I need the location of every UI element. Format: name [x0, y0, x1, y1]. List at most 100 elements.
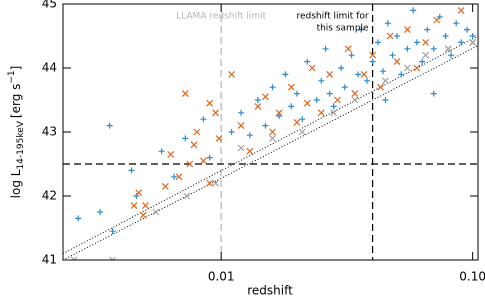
reference-label: LLAMA redshift limit	[176, 12, 266, 22]
data-point	[308, 64, 316, 72]
data-point	[430, 45, 437, 52]
y-label-sub: 14-195keV	[16, 120, 26, 169]
y-tick-label: 44	[42, 61, 57, 75]
data-point	[238, 109, 245, 116]
data-point	[330, 103, 337, 110]
data-point	[369, 58, 376, 65]
data-point	[457, 6, 465, 14]
data-point	[419, 58, 426, 65]
data-point	[193, 128, 201, 136]
data-point	[430, 90, 437, 97]
data-point	[422, 51, 430, 59]
data-point	[318, 77, 325, 84]
data-point	[254, 102, 262, 110]
data-point	[298, 128, 306, 136]
data-point	[393, 58, 401, 66]
reference-label: redshift limit for	[296, 12, 368, 22]
data-point	[351, 96, 359, 104]
flux-limit-line	[63, 35, 478, 255]
data-point	[269, 128, 276, 136]
data-point	[433, 16, 441, 24]
plot-area	[63, 4, 478, 260]
data-point	[97, 209, 104, 215]
y-label-sup: −1	[7, 70, 17, 83]
data-point	[262, 93, 269, 101]
data-point	[464, 26, 471, 33]
data-point	[313, 97, 320, 103]
data-point	[133, 193, 140, 199]
data-point	[382, 77, 389, 85]
data-point	[369, 51, 377, 59]
data-point	[215, 134, 223, 142]
data-point	[380, 68, 387, 75]
data-point	[269, 134, 276, 142]
data-point	[393, 33, 400, 39]
data-point	[410, 7, 417, 14]
data-point	[276, 113, 283, 119]
data-point	[237, 122, 245, 130]
data-point	[436, 13, 443, 20]
data-point	[109, 256, 117, 260]
y-axis-label: log L14-195keV [erg s−1]	[7, 66, 26, 199]
data-point	[469, 33, 476, 39]
data-point	[282, 71, 289, 78]
data-point	[158, 148, 165, 155]
y-tick-label: 42	[42, 189, 57, 203]
data-point	[453, 20, 460, 27]
data-point	[182, 135, 189, 142]
data-point	[206, 154, 213, 161]
data-point	[190, 141, 198, 149]
data-point	[358, 26, 365, 33]
data-point	[212, 179, 219, 187]
data-point	[444, 45, 452, 53]
data-point	[338, 65, 345, 71]
x-axis-label: redshift	[247, 284, 293, 298]
data-point	[377, 83, 384, 91]
data-point	[382, 97, 389, 103]
data-point	[322, 45, 329, 52]
data-point	[386, 32, 394, 40]
data-point	[200, 116, 207, 123]
data-point	[341, 84, 348, 91]
data-point	[447, 52, 454, 59]
data-point	[183, 192, 191, 200]
data-point	[186, 160, 194, 168]
data-point	[75, 215, 82, 222]
data-point	[212, 109, 219, 117]
data-point	[130, 202, 138, 210]
data-point	[398, 71, 405, 78]
data-point	[389, 52, 396, 59]
data-point	[206, 99, 214, 107]
data-point	[293, 118, 301, 126]
data-point	[348, 52, 355, 59]
y-label-main: log L	[9, 169, 23, 198]
data-point	[442, 33, 449, 39]
data-point	[167, 150, 175, 158]
data-point	[269, 84, 276, 91]
data-point	[355, 71, 362, 78]
data-point	[334, 96, 341, 104]
y-label-end: ]	[9, 66, 23, 71]
reference-label: this sample	[317, 24, 369, 34]
data-point	[152, 208, 160, 216]
data-point	[404, 45, 411, 52]
x-tick-label: 0.10	[459, 270, 485, 284]
data-point	[413, 64, 421, 72]
data-point	[128, 167, 135, 174]
data-point	[70, 256, 78, 260]
y-label-unit: [erg s	[9, 84, 23, 118]
data-point	[228, 70, 236, 78]
data-point	[326, 70, 334, 78]
data-point	[206, 179, 214, 187]
data-point	[326, 90, 333, 97]
data-point	[199, 157, 207, 165]
y-tick-label: 43	[42, 125, 57, 139]
data-point	[363, 77, 370, 84]
data-point	[275, 109, 283, 117]
data-point	[304, 58, 311, 65]
data-point	[262, 122, 269, 129]
data-point	[246, 147, 254, 155]
data-point	[374, 39, 381, 46]
data-point	[106, 122, 113, 129]
data-point	[458, 39, 465, 46]
